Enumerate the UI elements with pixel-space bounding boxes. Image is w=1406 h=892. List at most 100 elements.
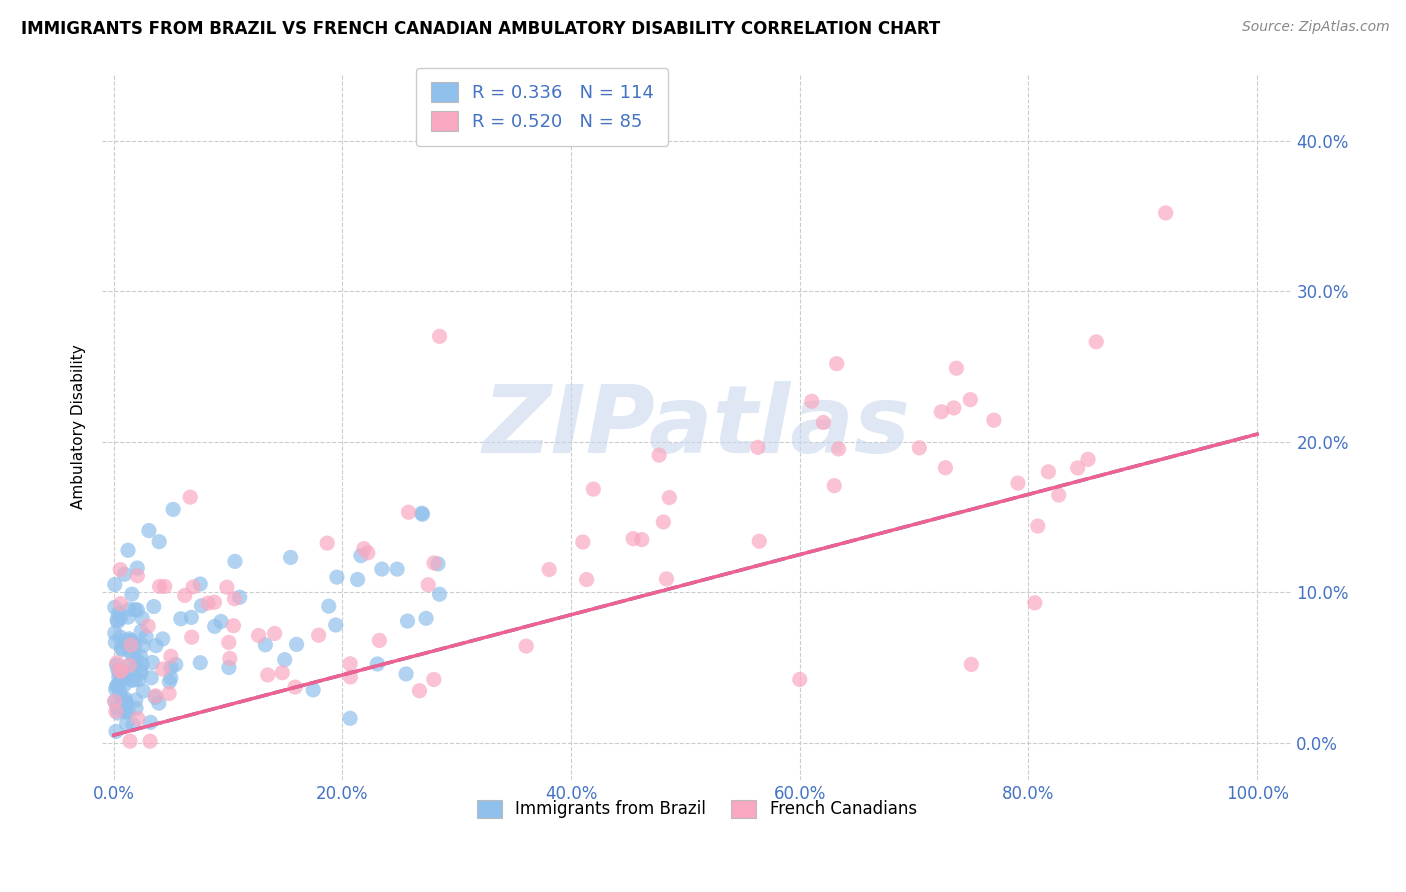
Point <box>572 535 595 549</box>
Point <box>117 543 139 558</box>
Point <box>121 587 143 601</box>
Point <box>170 612 193 626</box>
Point <box>339 657 361 671</box>
Point <box>110 690 132 704</box>
Point <box>157 687 180 701</box>
Point <box>111 642 134 657</box>
Point <box>1154 206 1177 220</box>
Point <box>139 715 162 730</box>
Point <box>108 630 131 644</box>
Point <box>121 673 143 688</box>
Point <box>145 639 167 653</box>
Point <box>125 652 148 666</box>
Point <box>108 667 131 681</box>
Point <box>127 568 149 582</box>
Point <box>515 639 537 653</box>
Point <box>120 633 142 648</box>
Y-axis label: Ambulatory Disability: Ambulatory Disability <box>72 344 86 509</box>
Point <box>371 562 394 576</box>
Point <box>162 502 184 516</box>
Text: ZIPatlas: ZIPatlas <box>482 381 911 473</box>
Point <box>114 637 136 651</box>
Point <box>120 638 142 652</box>
Point <box>128 673 150 687</box>
Point <box>415 611 437 625</box>
Point <box>124 602 146 616</box>
Point <box>960 657 983 672</box>
Point <box>538 562 561 576</box>
Point <box>1047 488 1070 502</box>
Point <box>823 478 845 492</box>
Point <box>148 534 170 549</box>
Point <box>204 619 226 633</box>
Point <box>127 712 149 726</box>
Point <box>582 482 605 496</box>
Point <box>1085 334 1108 349</box>
Point <box>1007 476 1029 491</box>
Point <box>648 448 671 462</box>
Text: IMMIGRANTS FROM BRAZIL VS FRENCH CANADIAN AMBULATORY DISABILITY CORRELATION CHAR: IMMIGRANTS FROM BRAZIL VS FRENCH CANADIA… <box>21 20 941 37</box>
Point <box>111 641 134 656</box>
Point <box>190 599 212 613</box>
Point <box>1077 452 1099 467</box>
Point <box>129 624 152 639</box>
Point <box>107 670 129 684</box>
Point <box>125 693 148 707</box>
Point <box>104 635 127 649</box>
Point <box>114 705 136 719</box>
Point <box>429 587 451 601</box>
Point <box>110 665 132 679</box>
Point <box>418 578 440 592</box>
Point <box>224 591 246 606</box>
Point <box>141 656 163 670</box>
Point <box>104 626 127 640</box>
Point <box>408 683 430 698</box>
Point <box>273 653 295 667</box>
Point <box>105 679 128 693</box>
Point <box>124 638 146 652</box>
Point <box>326 570 349 584</box>
Point <box>124 673 146 687</box>
Point <box>339 711 361 725</box>
Point <box>426 557 449 571</box>
Point <box>423 556 446 570</box>
Point <box>215 580 238 594</box>
Point <box>131 611 153 625</box>
Point <box>395 667 418 681</box>
Point <box>110 597 132 611</box>
Point <box>139 734 162 748</box>
Point <box>125 701 148 715</box>
Point <box>107 615 129 629</box>
Point <box>165 657 187 672</box>
Point <box>357 546 380 560</box>
Point <box>423 673 446 687</box>
Point <box>160 671 183 685</box>
Point <box>105 678 128 692</box>
Point <box>122 649 145 664</box>
Point <box>114 678 136 692</box>
Point <box>908 441 931 455</box>
Point <box>284 680 307 694</box>
Point <box>411 506 433 520</box>
Point <box>105 613 128 627</box>
Point <box>429 329 451 343</box>
Point <box>127 603 149 617</box>
Point <box>118 645 141 659</box>
Point <box>117 659 139 673</box>
Point <box>325 618 347 632</box>
Point <box>228 591 250 605</box>
Point <box>108 684 131 698</box>
Point <box>655 572 678 586</box>
Point <box>115 717 138 731</box>
Point <box>110 563 132 577</box>
Point <box>160 649 183 664</box>
Point <box>346 573 368 587</box>
Point <box>180 630 202 644</box>
Point <box>247 628 270 642</box>
Point <box>152 662 174 676</box>
Point <box>107 607 129 621</box>
Point <box>179 490 201 504</box>
Point <box>254 638 277 652</box>
Text: Source: ZipAtlas.com: Source: ZipAtlas.com <box>1241 20 1389 34</box>
Point <box>398 505 420 519</box>
